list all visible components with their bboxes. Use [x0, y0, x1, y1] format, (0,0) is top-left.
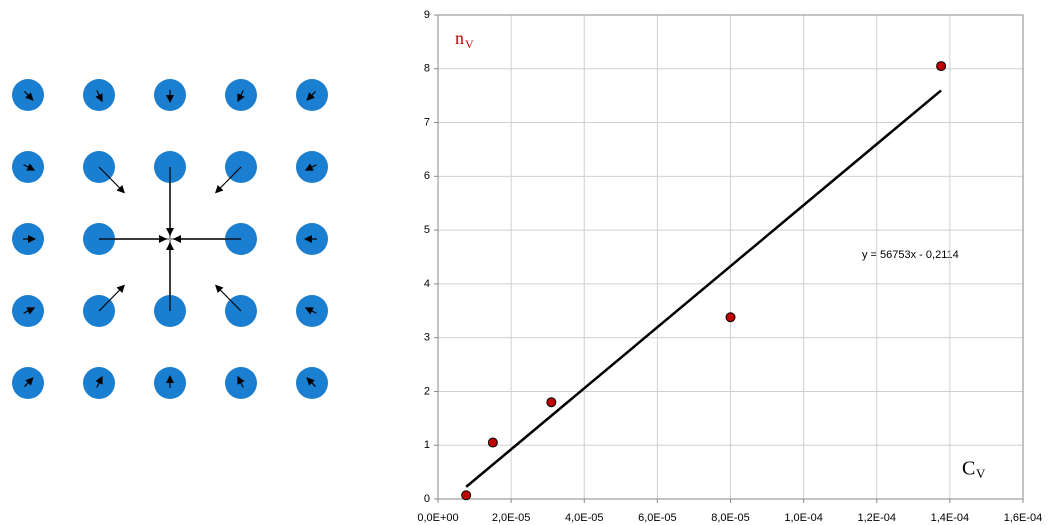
displacement-arrow: [95, 375, 103, 388]
displacement-arrow: [304, 163, 317, 171]
displacement-arrow: [306, 377, 316, 387]
displacement-arrow: [98, 166, 125, 194]
displacement-arrow: [237, 375, 245, 388]
y-tick-label: 9: [424, 9, 430, 21]
x-tick-label: 8,0E-05: [711, 512, 750, 524]
displacement-arrow: [23, 307, 36, 315]
displacement-arrow: [95, 90, 103, 103]
displacement-arrow: [98, 284, 125, 312]
displacement-arrow: [24, 377, 34, 387]
x-axis-label: C: [962, 458, 975, 480]
displacement-arrow: [24, 91, 34, 101]
y-tick-label: 6: [424, 170, 430, 182]
lattice-diagram: [12, 79, 328, 399]
x-tick-label: 1,6E-04: [1004, 512, 1043, 524]
y-axis-label: n: [455, 28, 464, 48]
x-tick-label: 4,0E-05: [565, 512, 604, 524]
data-point: [461, 490, 472, 501]
data-point: [725, 312, 736, 323]
trendline-equation: y = 56753x - 0,2114: [862, 249, 959, 261]
displacement-arrow: [215, 166, 242, 194]
displacement-arrow: [215, 284, 242, 312]
x-axis-label-subscript: V: [976, 466, 986, 481]
data-point: [936, 61, 947, 72]
y-tick-label: 1: [424, 439, 430, 451]
x-tick-label: 0,0E+00: [417, 512, 458, 524]
y-tick-label: 8: [424, 63, 430, 75]
displacement-arrow: [304, 307, 317, 315]
y-tick-label: 3: [424, 332, 430, 344]
x-tick-label: 1,2E-04: [857, 512, 896, 524]
displacement-arrow: [23, 163, 36, 171]
y-tick-label: 5: [424, 224, 430, 236]
y-tick-label: 7: [424, 116, 430, 128]
x-tick-label: 1,4E-04: [931, 512, 970, 524]
y-tick-label: 0: [424, 493, 430, 505]
data-point: [487, 437, 498, 448]
displacement-arrow: [306, 91, 316, 101]
y-tick-label: 2: [424, 385, 430, 397]
trendline: [465, 89, 942, 488]
y-axis-label-subscript: V: [465, 37, 474, 51]
x-tick-label: 6,0E-05: [638, 512, 677, 524]
data-point: [546, 397, 557, 408]
y-tick-label: 4: [424, 278, 430, 290]
x-tick-label: 2,0E-05: [492, 512, 531, 524]
displacement-arrow: [237, 90, 245, 103]
x-tick-label: 1,0E-04: [784, 512, 823, 524]
plot-frame: [437, 14, 1024, 500]
